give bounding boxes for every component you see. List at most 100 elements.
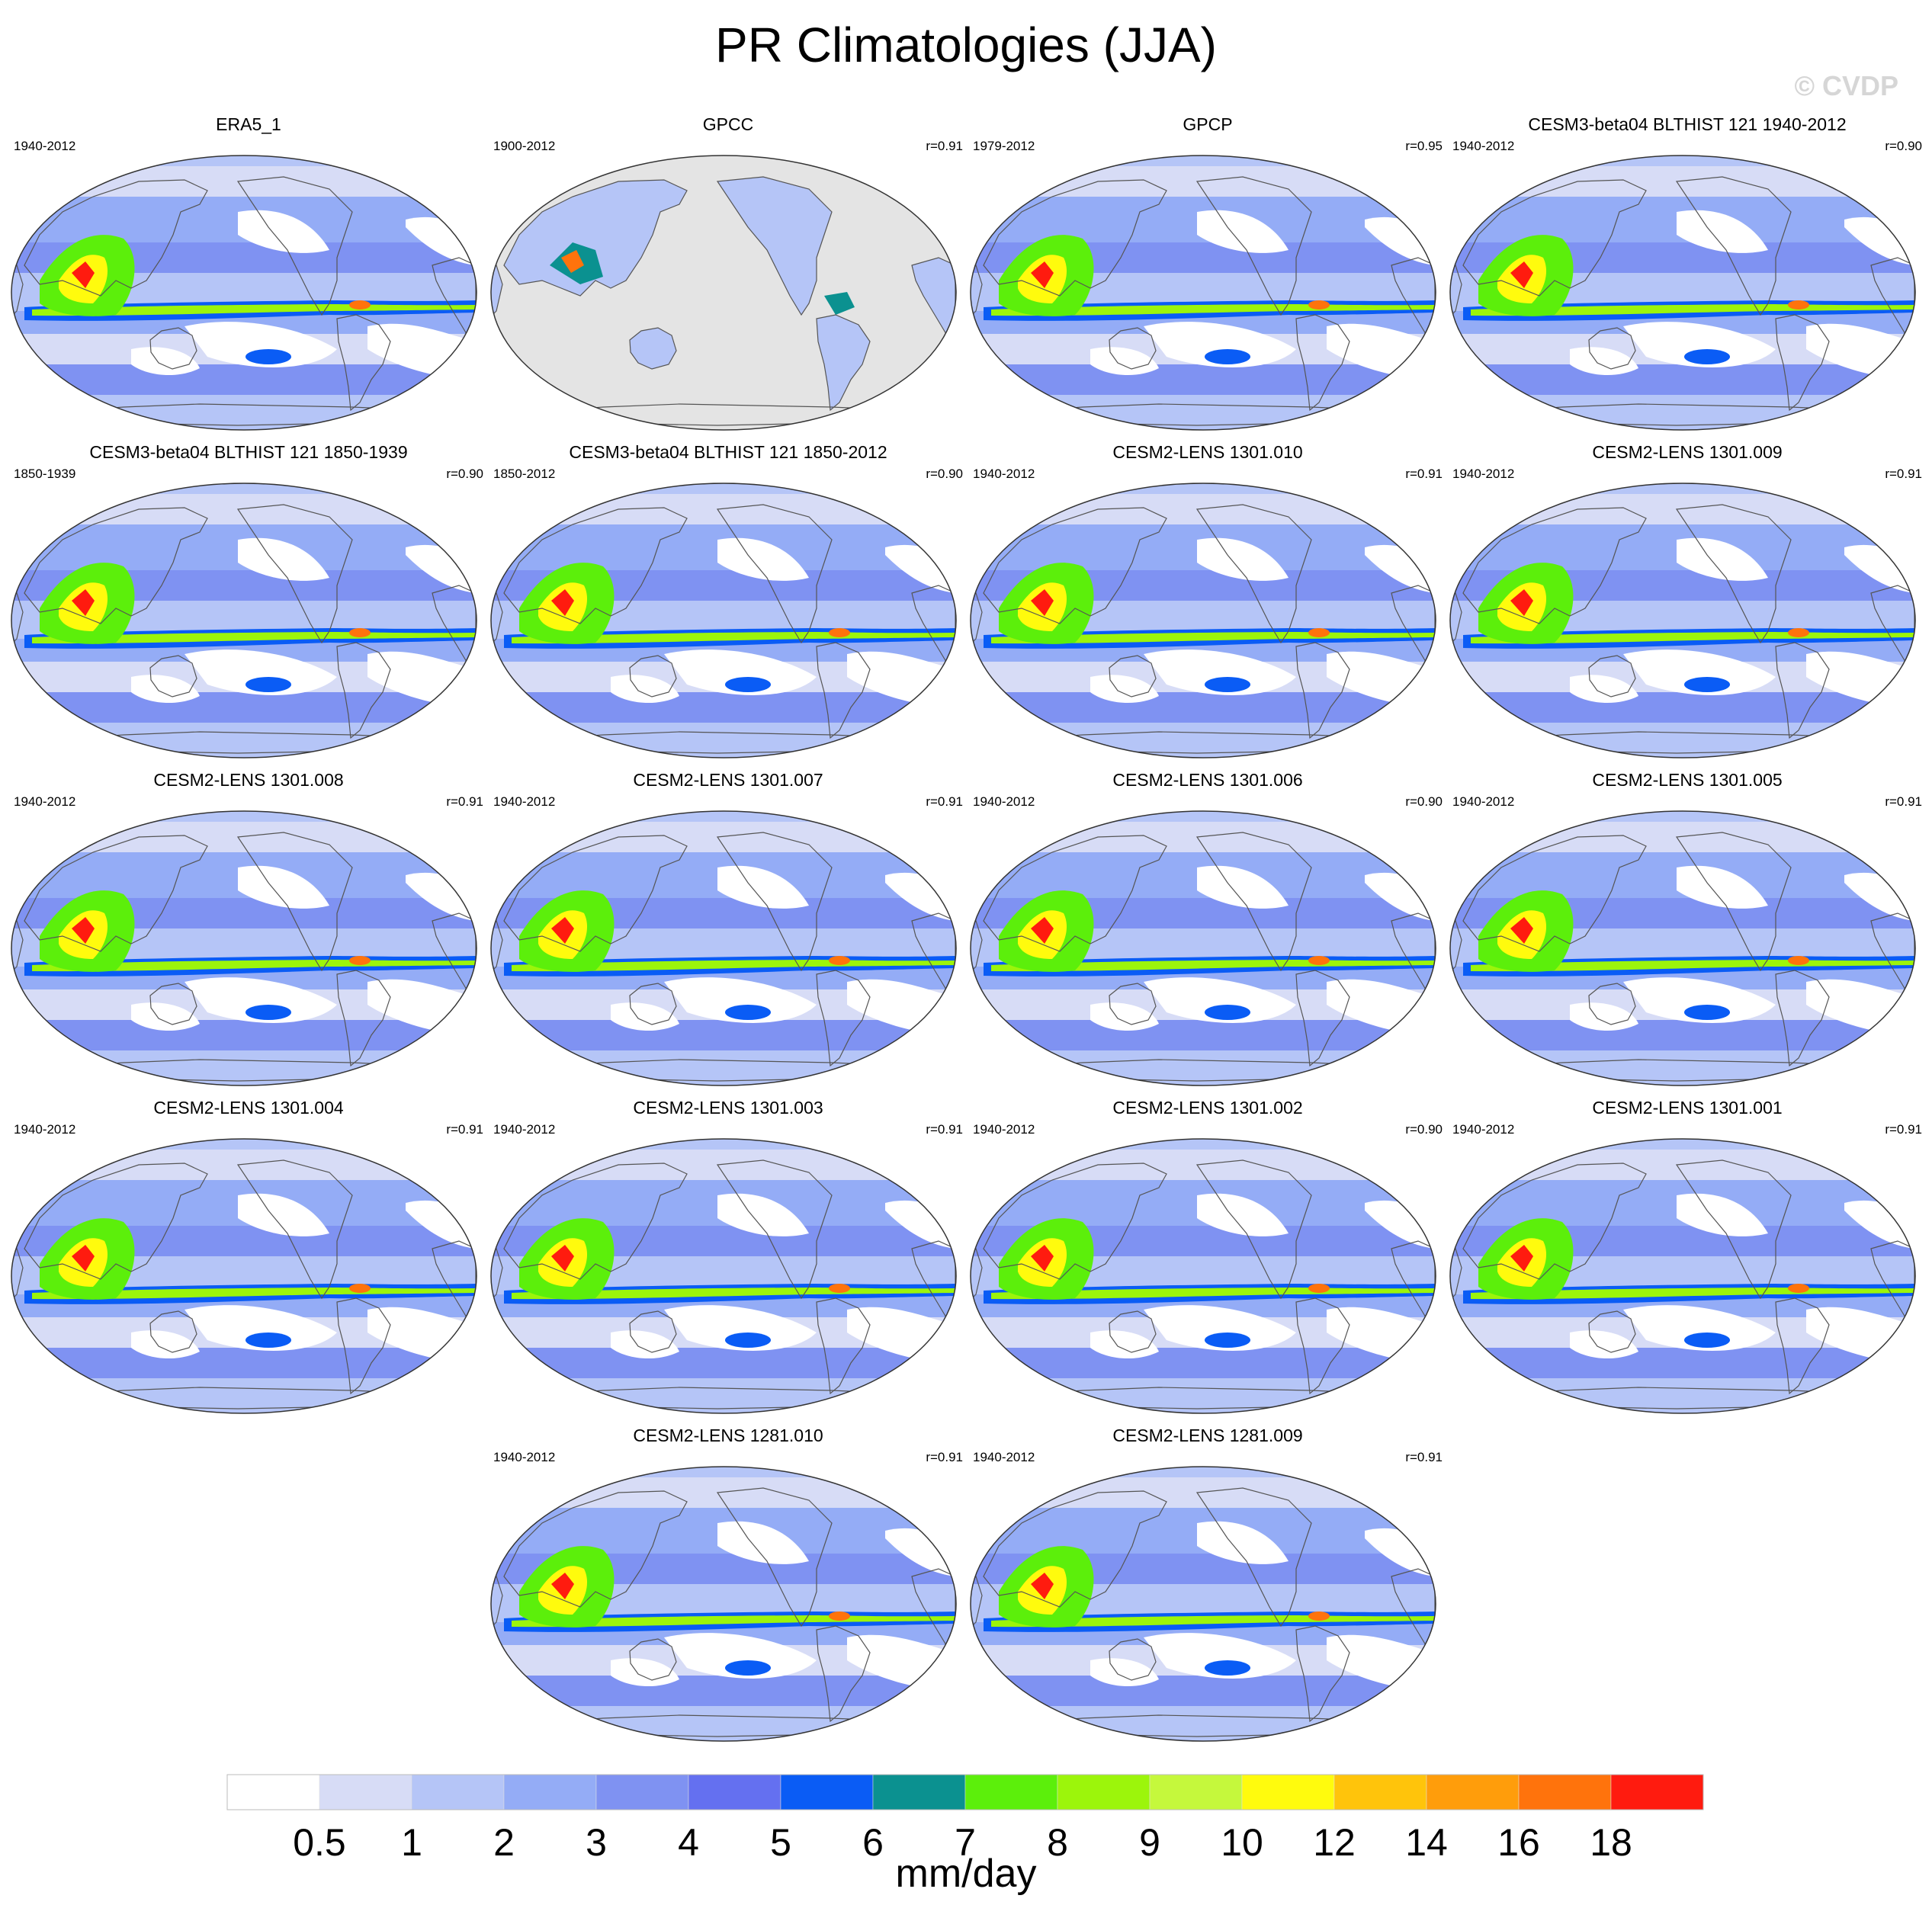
precip-band <box>11 822 477 852</box>
dry-region <box>1197 865 1289 909</box>
coastline-australia <box>149 655 197 698</box>
precip-band <box>1450 166 1915 197</box>
map-panel: CESM3-beta04 BLTHIST 121 1850-2012 1850-2… <box>489 442 968 762</box>
coastline-asia <box>24 1163 208 1280</box>
colorbar-swatch <box>595 1774 689 1810</box>
map-border <box>1449 810 1916 1086</box>
colorbar-swatch <box>1610 1774 1704 1810</box>
land-precip-samerica <box>817 315 870 410</box>
precip-map <box>970 810 1436 1086</box>
panel-title: CESM2-LENS 1301.003 <box>633 1098 823 1118</box>
monsoon-peak <box>1510 917 1533 944</box>
dry-region <box>1197 537 1289 581</box>
coastline-namerica <box>236 504 353 644</box>
dry-region <box>1623 1305 1776 1351</box>
precip-map <box>490 155 957 431</box>
panel-correlation: r=0.90 <box>1405 1122 1443 1137</box>
map-panel: ERA5_1 1940-2012 <box>9 114 488 435</box>
panel-title: CESM2-LENS 1301.006 <box>1112 770 1303 790</box>
precip-band <box>491 1348 956 1378</box>
chart-title: PR Climatologies (JJA) <box>715 18 1217 72</box>
panel-title: CESM2-LENS 1301.007 <box>633 770 823 790</box>
dry-region <box>611 1658 679 1687</box>
ocean-mask <box>491 156 956 430</box>
coastline-asia <box>1462 1163 1647 1280</box>
coastline-australia <box>1109 1638 1157 1681</box>
dry-region <box>611 1330 679 1359</box>
monsoon-peak <box>551 1245 574 1272</box>
precip-band <box>11 364 477 395</box>
dry-region <box>1144 1633 1296 1679</box>
colorbar-swatch <box>1057 1774 1151 1810</box>
map-border <box>1449 1138 1916 1414</box>
east-pacific-peak <box>1788 300 1809 309</box>
monsoon-peak <box>1510 589 1533 616</box>
panel-correlation: r=0.95 <box>1405 139 1443 153</box>
coastline-australia <box>1109 327 1157 370</box>
precip-band <box>491 1706 956 1737</box>
map-panel: CESM2-LENS 1301.009 1940-2012 r=0.91 <box>1448 442 1927 762</box>
coastline-asia <box>1462 835 1647 952</box>
coastline-asia <box>503 1163 688 1280</box>
panel-period: 1900-2012 <box>493 139 556 153</box>
dry-region <box>1570 347 1638 376</box>
coastline-australia <box>1588 655 1636 698</box>
south-pacific-max <box>725 1005 771 1020</box>
precip-map <box>490 1466 957 1742</box>
precip-band <box>11 1150 477 1180</box>
panel-title: CESM2-LENS 1301.005 <box>1592 770 1783 790</box>
map-panel: CESM2-LENS 1301.005 1940-2012 r=0.91 <box>1448 770 1927 1090</box>
east-pacific-peak <box>829 1284 850 1293</box>
coastline-australia <box>149 1310 197 1353</box>
panel-title: CESM2-LENS 1301.008 <box>153 770 344 790</box>
dry-region <box>664 1305 817 1351</box>
precip-map <box>490 810 957 1086</box>
south-pacific-max <box>725 1660 771 1676</box>
precip-band <box>1450 822 1915 852</box>
precip-band <box>491 692 956 723</box>
panel-correlation: r=0.90 <box>1885 139 1922 153</box>
precip-map <box>11 483 477 758</box>
map-border <box>970 483 1436 758</box>
precip-band <box>971 1477 1436 1508</box>
panel-title: ERA5_1 <box>216 114 281 134</box>
precip-band <box>971 1378 1436 1409</box>
dry-region <box>1570 1002 1638 1031</box>
panel-correlation: r=0.91 <box>1405 467 1443 481</box>
dry-region <box>131 1330 200 1359</box>
south-pacific-max <box>1205 349 1250 364</box>
south-pacific-max <box>1684 677 1730 692</box>
coastline-namerica <box>1195 1487 1312 1628</box>
map-panel: CESM2-LENS 1301.008 1940-2012 r=0.91 <box>9 770 488 1090</box>
panel-correlation: r=0.91 <box>1885 794 1922 809</box>
coastline-namerica <box>1675 832 1792 972</box>
panel-period: 1979-2012 <box>973 139 1035 153</box>
coastline-asia <box>983 835 1167 952</box>
map-panel: CESM2-LENS 1301.004 1940-2012 r=0.91 <box>9 1098 488 1418</box>
coastline-australia <box>1109 1310 1157 1353</box>
south-pacific-max <box>1684 1005 1730 1020</box>
dry-region <box>1144 977 1296 1023</box>
precip-map <box>970 1466 1436 1742</box>
coastline-asia <box>503 507 688 624</box>
dry-region <box>1623 649 1776 695</box>
coastline-australia <box>629 1310 677 1353</box>
map-panel: CESM3-beta04 BLTHIST 121 1850-1939 1850-1… <box>9 442 488 762</box>
precip-band <box>971 692 1436 723</box>
coastline-asia <box>983 1490 1167 1608</box>
coastline-samerica <box>816 642 871 739</box>
panel-period: 1940-2012 <box>1452 139 1515 153</box>
colorbar-swatch <box>1333 1774 1427 1810</box>
east-pacific-peak <box>1308 628 1330 637</box>
colorbar-swatch <box>226 1774 320 1810</box>
coastline-samerica <box>336 1297 391 1395</box>
dry-region <box>131 1002 200 1031</box>
map-panel: CESM2-LENS 1301.001 1940-2012 r=0.91 <box>1448 1098 1927 1418</box>
coastline-samerica <box>1775 642 1830 739</box>
east-pacific-peak <box>1308 1284 1330 1293</box>
panel-period: 1940-2012 <box>493 794 556 809</box>
dry-region <box>1570 675 1638 704</box>
panel-period: 1940-2012 <box>14 794 76 809</box>
coastline-namerica <box>236 832 353 972</box>
watermark: © CVDP <box>1794 70 1898 101</box>
